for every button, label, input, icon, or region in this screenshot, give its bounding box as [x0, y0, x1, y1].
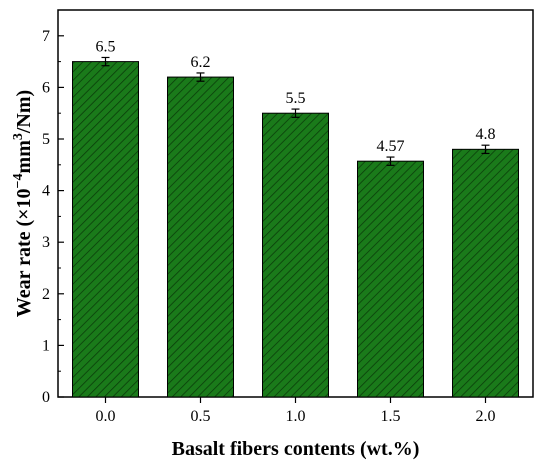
bar: [452, 148, 519, 398]
y-axis-title-prefix: Wear rate (×10: [13, 188, 35, 317]
y-axis-title: Wear rate (×10−4mm3/Nm): [11, 90, 35, 317]
data-label: 4.57: [377, 138, 405, 155]
y-axis-title-suffix: /Nm): [13, 90, 35, 134]
x-axis: 0.0 0.5 1.0 1.5 2.0: [96, 397, 496, 425]
bar: [357, 160, 424, 398]
y-axis: 0 1 2 3 4 5 6 7: [42, 28, 64, 406]
y-tick-label: 1: [42, 337, 50, 354]
x-tick-label: 0.5: [191, 408, 211, 425]
x-tick-label: 1.0: [286, 408, 306, 425]
y-tick-label: 7: [42, 28, 50, 45]
bar: [72, 61, 139, 398]
x-tick-label: 2.0: [476, 408, 496, 425]
bar: [167, 76, 234, 398]
y-tick-label: 6: [42, 79, 50, 96]
y-tick-label: 4: [42, 183, 50, 200]
y-tick-label: 5: [42, 131, 50, 148]
y-axis-title-mid: mm: [13, 140, 35, 174]
y-axis-title-exp2: 3: [11, 133, 26, 140]
y-tick-label: 0: [42, 389, 50, 406]
y-axis-title-exp1: −4: [11, 173, 26, 188]
x-tick-label: 1.5: [381, 408, 401, 425]
data-label: 5.5: [286, 90, 306, 107]
y-tick-label: 2: [42, 286, 50, 303]
bar: [262, 112, 329, 398]
x-tick-label: 0.0: [96, 408, 116, 425]
data-label: 6.5: [96, 38, 116, 55]
data-label: 4.8: [476, 126, 496, 143]
error-bars: [101, 56, 490, 166]
y-tick-label: 3: [42, 234, 50, 251]
x-axis-title: Basalt fibers contents (wt.%): [172, 438, 420, 460]
data-label: 6.2: [191, 54, 211, 71]
data-labels: 6.5 6.2 5.5 4.57 4.8: [96, 38, 496, 155]
bar-series: [72, 61, 519, 398]
